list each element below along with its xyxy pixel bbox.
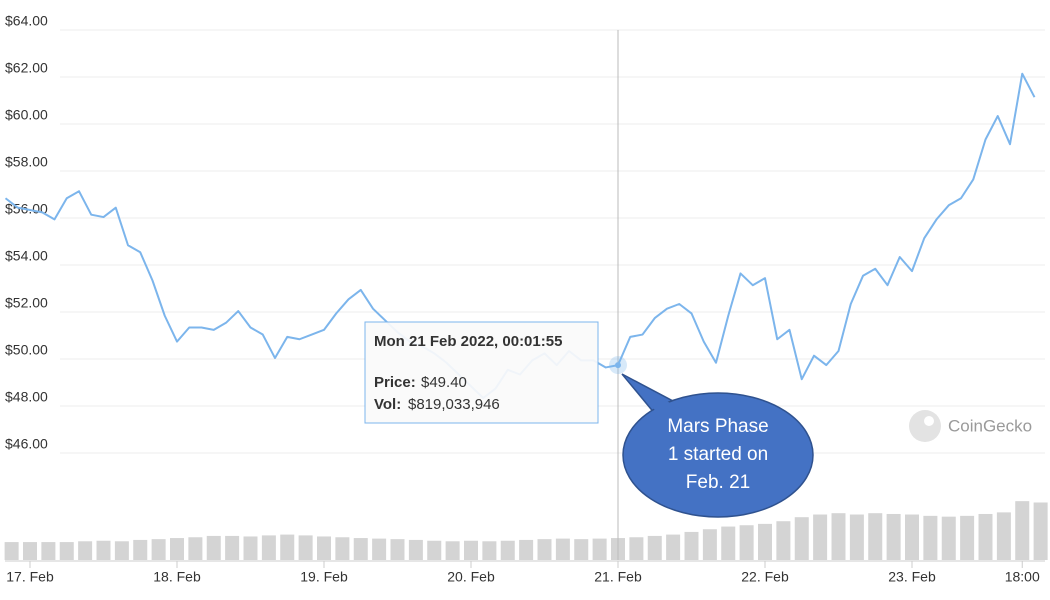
watermark-icon	[909, 410, 941, 442]
volume-bar	[427, 540, 442, 560]
volume-bar	[629, 537, 644, 560]
tooltip-box	[364, 321, 599, 424]
tooltip-price-label: Price:	[374, 374, 416, 391]
volume-bar	[905, 514, 919, 560]
volume-bar	[776, 521, 791, 560]
volume-bar	[96, 540, 111, 560]
hover-point	[615, 362, 621, 369]
volume-bar	[482, 541, 497, 560]
callout-line: Mars Phase	[667, 416, 768, 437]
volume-bar	[684, 531, 699, 560]
volume-bars	[4, 501, 1048, 560]
volume-bar	[831, 513, 846, 560]
callout-join	[626, 378, 686, 418]
x-tick-label: 21. Feb	[594, 569, 642, 585]
volume-bar	[335, 537, 350, 560]
x-tick-label: 18:00	[1005, 569, 1040, 585]
tooltip: Mon 21 Feb 2022, 00:01:55 Price: $49.40 …	[364, 321, 599, 424]
grid: $46.00$48.00$50.00$52.00$54.00$56.00$58.…	[5, 13, 1045, 585]
volume-bar	[739, 525, 754, 560]
volume-bar	[555, 538, 570, 560]
volume-bar	[978, 513, 993, 560]
volume-bar	[1015, 501, 1030, 560]
callout-line: 1 started on	[668, 444, 768, 465]
y-tick-label: $60.00	[5, 107, 48, 123]
x-tick-label: 23. Feb	[888, 569, 936, 585]
x-tick-label: 22. Feb	[741, 569, 789, 585]
volume-bar	[813, 514, 828, 560]
volume-bar	[298, 535, 313, 560]
watermark: CoinGecko	[909, 410, 1032, 442]
volume-bar	[317, 536, 331, 560]
callout: Mars Phase 1 started on Feb. 21	[621, 373, 814, 518]
tooltip-price: $49.40	[421, 374, 467, 391]
volume-bar	[500, 540, 515, 560]
volume-bar	[41, 542, 56, 560]
volume-bar	[923, 515, 938, 560]
y-tick-label: $62.00	[5, 60, 48, 76]
volume-bar	[758, 523, 772, 560]
watermark-text: CoinGecko	[948, 416, 1032, 435]
volume-bar	[702, 529, 717, 560]
volume-bar	[353, 538, 368, 560]
volume-bar	[280, 534, 295, 560]
volume-bar	[133, 539, 148, 560]
y-tick-label: $52.00	[5, 295, 48, 311]
y-tick-label: $50.00	[5, 342, 48, 358]
tooltip-vol: $819,033,946	[408, 396, 500, 413]
tooltip-title: Mon 21 Feb 2022, 00:01:55	[374, 333, 562, 350]
volume-bar	[868, 513, 883, 560]
volume-bar	[592, 538, 607, 560]
volume-bar	[390, 539, 405, 560]
volume-bar	[666, 534, 681, 560]
volume-bar	[261, 535, 276, 560]
volume-bar	[960, 515, 975, 560]
x-tick-label: 18. Feb	[153, 569, 201, 585]
volume-bar	[78, 541, 93, 560]
callout-line: Feb. 21	[686, 472, 750, 493]
volume-bar	[188, 537, 203, 560]
watermark-icon-eye	[924, 416, 934, 426]
x-tick-label: 19. Feb	[300, 569, 348, 585]
volume-bar	[170, 538, 184, 560]
volume-bar	[574, 539, 589, 560]
volume-bar	[151, 539, 166, 560]
volume-bar	[225, 535, 240, 560]
volume-bar	[849, 514, 864, 560]
y-tick-label: $48.00	[5, 389, 48, 405]
volume-bar	[886, 513, 901, 560]
x-tick-label: 17. Feb	[6, 569, 54, 585]
volume-bar	[23, 542, 37, 560]
y-tick-label: $46.00	[5, 436, 48, 452]
y-tick-label: $58.00	[5, 154, 48, 170]
volume-bar	[794, 517, 809, 560]
y-tick-label: $64.00	[5, 13, 48, 29]
volume-bar	[464, 540, 478, 560]
tooltip-vol-label: Vol:	[374, 396, 401, 413]
callout-bubble	[622, 392, 814, 518]
volume-bar	[647, 535, 662, 560]
volume-bar	[1033, 502, 1048, 560]
volume-bar	[59, 542, 74, 560]
volume-bar	[996, 512, 1011, 560]
volume-bar	[114, 541, 129, 560]
volume-bar	[243, 536, 258, 560]
y-tick-label: $54.00	[5, 248, 48, 264]
volume-bar	[941, 516, 956, 560]
volume-bar	[519, 539, 534, 560]
volume-bar	[372, 538, 387, 560]
x-tick-label: 20. Feb	[447, 569, 495, 585]
volume-bar	[537, 539, 552, 560]
volume-bar	[4, 542, 19, 560]
volume-bar	[445, 541, 460, 560]
volume-bar	[206, 535, 221, 560]
volume-bar	[408, 539, 423, 560]
volume-bar	[721, 526, 736, 560]
